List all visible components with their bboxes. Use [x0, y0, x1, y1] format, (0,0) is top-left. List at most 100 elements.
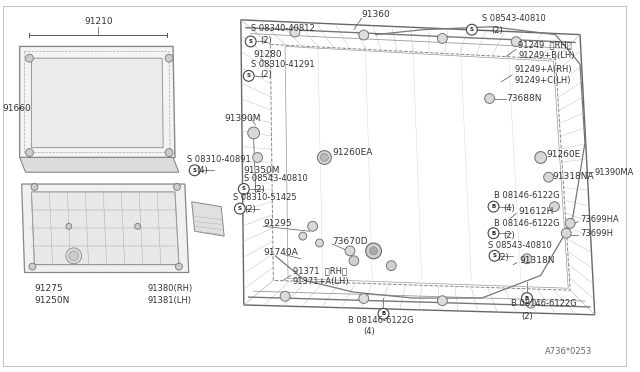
Text: 91381(LH): 91381(LH): [147, 295, 191, 305]
Text: (2): (2): [521, 312, 532, 321]
Polygon shape: [20, 157, 179, 172]
Text: 91249+C(LH): 91249+C(LH): [514, 76, 571, 85]
Circle shape: [488, 228, 499, 238]
Circle shape: [165, 54, 173, 62]
Circle shape: [321, 154, 328, 161]
Text: S 08543-40810: S 08543-40810: [482, 15, 545, 23]
Text: S: S: [247, 73, 251, 78]
Text: S 08310-41291: S 08310-41291: [251, 60, 314, 68]
Circle shape: [31, 183, 38, 190]
Text: (2): (2): [492, 26, 503, 35]
Text: 91740A: 91740A: [264, 248, 298, 257]
Text: S: S: [249, 39, 253, 44]
Text: 91250N: 91250N: [35, 295, 70, 305]
Circle shape: [488, 201, 499, 212]
Text: 91318NA: 91318NA: [552, 171, 594, 181]
Circle shape: [175, 263, 182, 270]
Polygon shape: [31, 58, 163, 148]
Text: 73688N: 73688N: [506, 94, 542, 103]
Text: 91249+B(LH): 91249+B(LH): [518, 51, 575, 60]
Text: S: S: [242, 186, 246, 192]
Circle shape: [543, 172, 554, 182]
Text: S 08543-40810: S 08543-40810: [488, 241, 552, 250]
Circle shape: [29, 263, 36, 270]
Circle shape: [565, 218, 575, 228]
Text: 91275: 91275: [35, 284, 63, 293]
Text: 73670D: 73670D: [332, 237, 368, 246]
Circle shape: [378, 308, 389, 319]
Text: B: B: [492, 204, 495, 209]
Circle shape: [243, 70, 254, 81]
Text: S 08310-40891: S 08310-40891: [187, 155, 250, 164]
Text: 91612H: 91612H: [518, 207, 554, 216]
Circle shape: [248, 127, 260, 139]
Text: 91371+A(LH): 91371+A(LH): [293, 277, 349, 286]
Circle shape: [69, 251, 79, 261]
Circle shape: [359, 294, 369, 304]
Text: 91380(RH): 91380(RH): [147, 284, 193, 293]
Circle shape: [189, 165, 200, 176]
Text: B 08146-6122G: B 08146-6122G: [348, 316, 413, 325]
Circle shape: [290, 27, 300, 37]
Text: 91390MA: 91390MA: [595, 168, 634, 177]
Circle shape: [253, 153, 262, 163]
Circle shape: [173, 183, 180, 190]
Text: B: B: [492, 231, 495, 236]
Text: 91260E: 91260E: [547, 150, 581, 159]
Text: (2): (2): [503, 231, 515, 240]
Text: (2): (2): [497, 253, 509, 262]
Text: (2): (2): [253, 185, 266, 195]
Circle shape: [438, 33, 447, 44]
Circle shape: [359, 30, 369, 40]
Text: B: B: [525, 296, 529, 301]
Circle shape: [535, 152, 547, 163]
Circle shape: [387, 261, 396, 270]
Text: S 08340-40812: S 08340-40812: [251, 24, 314, 33]
Text: S 08310-51425: S 08310-51425: [233, 193, 296, 202]
Circle shape: [345, 246, 355, 256]
Text: (2): (2): [260, 36, 272, 45]
Circle shape: [245, 36, 256, 47]
Text: 73699HA: 73699HA: [580, 215, 619, 224]
Circle shape: [526, 298, 536, 308]
Circle shape: [365, 243, 381, 259]
Circle shape: [134, 223, 141, 229]
Text: S: S: [238, 206, 242, 211]
Circle shape: [316, 239, 323, 247]
Text: S 08543-40810: S 08543-40810: [244, 174, 308, 183]
Text: S: S: [493, 253, 497, 258]
Circle shape: [26, 149, 33, 157]
Circle shape: [317, 151, 332, 164]
Circle shape: [238, 183, 249, 194]
Text: 91660: 91660: [2, 104, 31, 113]
Text: S: S: [470, 27, 474, 32]
Text: B 08146-6122G: B 08146-6122G: [495, 191, 560, 201]
Text: 91350M: 91350M: [244, 166, 280, 175]
Text: 73699H: 73699H: [580, 229, 613, 238]
Text: 91295: 91295: [264, 219, 292, 228]
Text: 91249+A(RH): 91249+A(RH): [514, 65, 572, 74]
Text: 91280: 91280: [253, 50, 282, 59]
Circle shape: [522, 293, 532, 304]
Circle shape: [438, 296, 447, 306]
Text: S: S: [193, 168, 196, 173]
Text: 91318N: 91318N: [519, 256, 555, 265]
Text: 91210: 91210: [84, 17, 113, 26]
Polygon shape: [22, 184, 189, 273]
Text: 91260EA: 91260EA: [332, 148, 372, 157]
Circle shape: [561, 228, 571, 238]
Circle shape: [489, 250, 500, 261]
Circle shape: [484, 94, 495, 103]
Circle shape: [467, 24, 477, 35]
Circle shape: [66, 223, 72, 229]
Text: B 08146-6122G: B 08146-6122G: [495, 219, 560, 228]
Text: A736*0253: A736*0253: [545, 347, 592, 356]
Circle shape: [280, 291, 290, 301]
Text: (4): (4): [503, 204, 515, 213]
Polygon shape: [31, 192, 179, 264]
Circle shape: [308, 221, 317, 231]
Circle shape: [234, 203, 245, 214]
Circle shape: [550, 202, 559, 212]
Text: B 08146-6122G: B 08146-6122G: [511, 299, 577, 308]
Text: 91360: 91360: [362, 10, 390, 19]
